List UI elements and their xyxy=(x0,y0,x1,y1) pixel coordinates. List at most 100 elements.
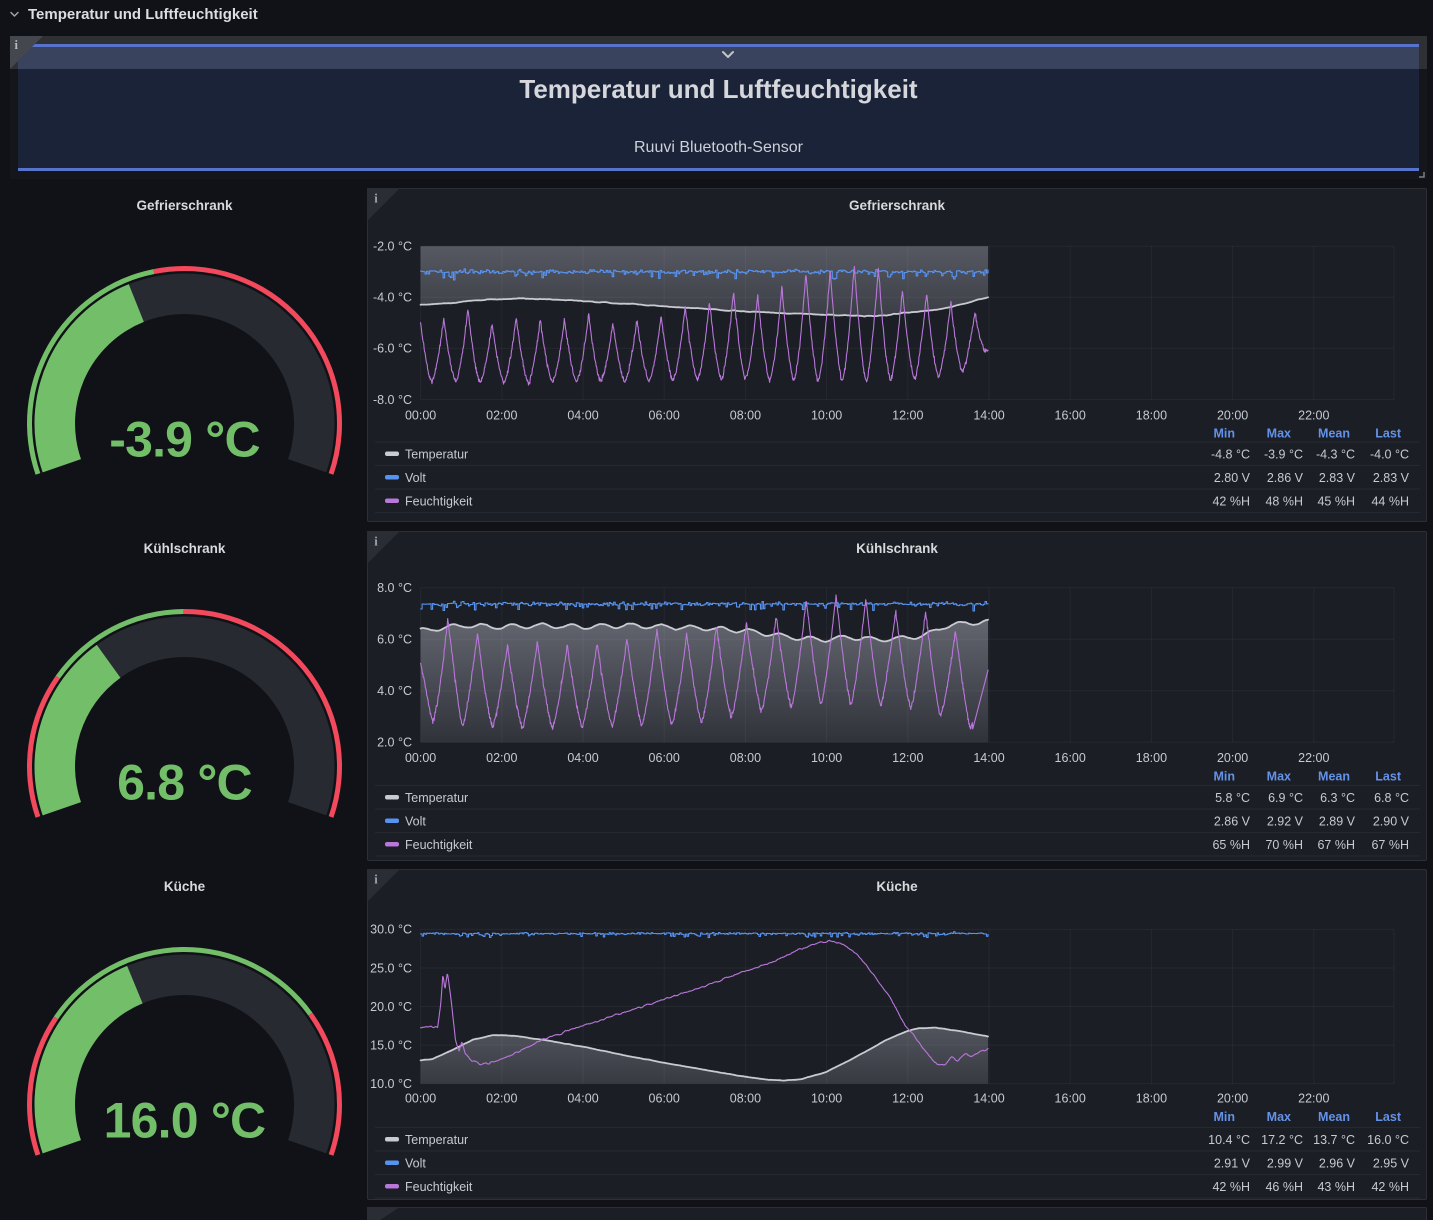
svg-text:2.90 V: 2.90 V xyxy=(1373,814,1410,828)
svg-text:4.0 °C: 4.0 °C xyxy=(377,684,412,698)
svg-text:14:00: 14:00 xyxy=(973,751,1004,765)
svg-text:67 %H: 67 %H xyxy=(1317,838,1355,852)
svg-text:6.9 °C: 6.9 °C xyxy=(1268,791,1303,805)
svg-text:Min: Min xyxy=(1213,1110,1235,1124)
svg-text:Mean: Mean xyxy=(1318,769,1350,783)
svg-text:-3.9 °C: -3.9 °C xyxy=(1264,448,1303,462)
svg-text:06:00: 06:00 xyxy=(649,1092,680,1106)
svg-text:04:00: 04:00 xyxy=(567,751,598,765)
svg-text:16.0 °C: 16.0 °C xyxy=(104,1093,266,1149)
svg-text:Temperatur: Temperatur xyxy=(405,1133,468,1147)
svg-text:6.3 °C: 6.3 °C xyxy=(1320,791,1355,805)
svg-text:10.0 °C: 10.0 °C xyxy=(370,1077,412,1091)
svg-text:Feuchtigkeit: Feuchtigkeit xyxy=(405,838,473,852)
svg-text:17.2 °C: 17.2 °C xyxy=(1261,1133,1303,1147)
svg-text:2.0 °C: 2.0 °C xyxy=(377,735,412,749)
svg-text:04:00: 04:00 xyxy=(567,1092,598,1106)
svg-text:Max: Max xyxy=(1267,1110,1291,1124)
svg-text:02:00: 02:00 xyxy=(486,1092,517,1106)
svg-text:2.96 V: 2.96 V xyxy=(1319,1157,1356,1171)
svg-text:30.0 °C: 30.0 °C xyxy=(370,923,412,937)
svg-text:22:00: 22:00 xyxy=(1298,1092,1329,1106)
svg-text:02:00: 02:00 xyxy=(486,409,517,423)
svg-text:2.83 V: 2.83 V xyxy=(1373,471,1410,485)
svg-text:Mean: Mean xyxy=(1318,1110,1350,1124)
svg-text:Feuchtigkeit: Feuchtigkeit xyxy=(405,1180,473,1194)
svg-text:46 %H: 46 %H xyxy=(1265,1180,1303,1194)
svg-text:48 %H: 48 %H xyxy=(1265,495,1303,509)
svg-text:6.0 °C: 6.0 °C xyxy=(377,632,412,646)
svg-text:2.86 V: 2.86 V xyxy=(1267,471,1304,485)
svg-text:2.92 V: 2.92 V xyxy=(1267,814,1304,828)
svg-text:-4.0 °C: -4.0 °C xyxy=(373,291,412,305)
svg-text:43 %H: 43 %H xyxy=(1317,1180,1355,1194)
svg-text:6.8 °C: 6.8 °C xyxy=(1374,791,1409,805)
svg-text:Max: Max xyxy=(1267,427,1291,441)
svg-text:-3.9 °C: -3.9 °C xyxy=(109,412,260,468)
svg-text:13.7 °C: 13.7 °C xyxy=(1313,1133,1355,1147)
svg-text:12:00: 12:00 xyxy=(892,751,923,765)
svg-text:45 %H: 45 %H xyxy=(1317,495,1355,509)
svg-text:Last: Last xyxy=(1375,769,1402,783)
svg-text:-2.0 °C: -2.0 °C xyxy=(373,240,412,254)
svg-text:70 %H: 70 %H xyxy=(1265,838,1303,852)
svg-text:Volt: Volt xyxy=(405,1157,426,1171)
svg-text:Min: Min xyxy=(1213,427,1235,441)
svg-text:i: i xyxy=(374,873,378,887)
svg-text:2.80 V: 2.80 V xyxy=(1214,471,1251,485)
svg-text:2.86 V: 2.86 V xyxy=(1214,814,1251,828)
svg-text:Last: Last xyxy=(1375,1110,1402,1124)
svg-text:6.8 °C: 6.8 °C xyxy=(117,754,252,810)
svg-text:-4.8 °C: -4.8 °C xyxy=(1211,448,1250,462)
svg-text:Mean: Mean xyxy=(1318,427,1350,441)
svg-text:12:00: 12:00 xyxy=(892,1092,923,1106)
svg-text:-4.3 °C: -4.3 °C xyxy=(1316,448,1355,462)
svg-text:Feuchtigkeit: Feuchtigkeit xyxy=(405,495,473,509)
svg-text:15.0 °C: 15.0 °C xyxy=(370,1038,412,1052)
svg-text:06:00: 06:00 xyxy=(649,409,680,423)
svg-text:42 %H: 42 %H xyxy=(1371,1180,1409,1194)
svg-text:20:00: 20:00 xyxy=(1217,751,1248,765)
svg-text:14:00: 14:00 xyxy=(973,1092,1004,1106)
svg-text:08:00: 08:00 xyxy=(730,1092,761,1106)
svg-text:25.0 °C: 25.0 °C xyxy=(370,961,412,975)
svg-text:67 %H: 67 %H xyxy=(1371,838,1409,852)
svg-text:18:00: 18:00 xyxy=(1136,1092,1167,1106)
svg-text:08:00: 08:00 xyxy=(730,751,761,765)
svg-text:Gefrierschrank: Gefrierschrank xyxy=(136,198,233,213)
svg-text:Volt: Volt xyxy=(405,814,426,828)
svg-text:22:00: 22:00 xyxy=(1298,751,1329,765)
svg-text:00:00: 00:00 xyxy=(405,751,436,765)
svg-text:44 %H: 44 %H xyxy=(1371,495,1409,509)
svg-text:42 %H: 42 %H xyxy=(1212,495,1250,509)
svg-text:Temperatur: Temperatur xyxy=(405,448,468,462)
svg-text:42 %H: 42 %H xyxy=(1212,1180,1250,1194)
svg-text:2.89 V: 2.89 V xyxy=(1319,814,1356,828)
svg-text:2.95 V: 2.95 V xyxy=(1373,1157,1410,1171)
svg-text:Küche: Küche xyxy=(876,879,918,894)
svg-text:22:00: 22:00 xyxy=(1298,409,1329,423)
svg-text:20:00: 20:00 xyxy=(1217,409,1248,423)
svg-text:i: i xyxy=(374,192,378,206)
svg-text:i: i xyxy=(374,534,378,548)
svg-text:-8.0 °C: -8.0 °C xyxy=(373,393,412,407)
svg-text:10.4 °C: 10.4 °C xyxy=(1208,1133,1250,1147)
svg-text:Max: Max xyxy=(1267,769,1291,783)
svg-text:8.0 °C: 8.0 °C xyxy=(377,581,412,595)
svg-text:16:00: 16:00 xyxy=(1055,409,1086,423)
svg-text:00:00: 00:00 xyxy=(405,409,436,423)
svg-text:06:00: 06:00 xyxy=(649,751,680,765)
svg-text:5.8 °C: 5.8 °C xyxy=(1215,791,1250,805)
svg-text:16:00: 16:00 xyxy=(1055,1092,1086,1106)
svg-text:Küche: Küche xyxy=(164,879,206,894)
svg-text:Volt: Volt xyxy=(405,471,426,485)
svg-text:2.91 V: 2.91 V xyxy=(1214,1157,1251,1171)
svg-text:10:00: 10:00 xyxy=(811,409,842,423)
svg-text:10:00: 10:00 xyxy=(811,751,842,765)
svg-text:20.0 °C: 20.0 °C xyxy=(370,1000,412,1014)
svg-text:18:00: 18:00 xyxy=(1136,751,1167,765)
svg-text:Gefrierschrank: Gefrierschrank xyxy=(849,198,946,213)
svg-text:00:00: 00:00 xyxy=(405,1092,436,1106)
svg-text:2.83 V: 2.83 V xyxy=(1319,471,1356,485)
svg-text:16:00: 16:00 xyxy=(1055,751,1086,765)
